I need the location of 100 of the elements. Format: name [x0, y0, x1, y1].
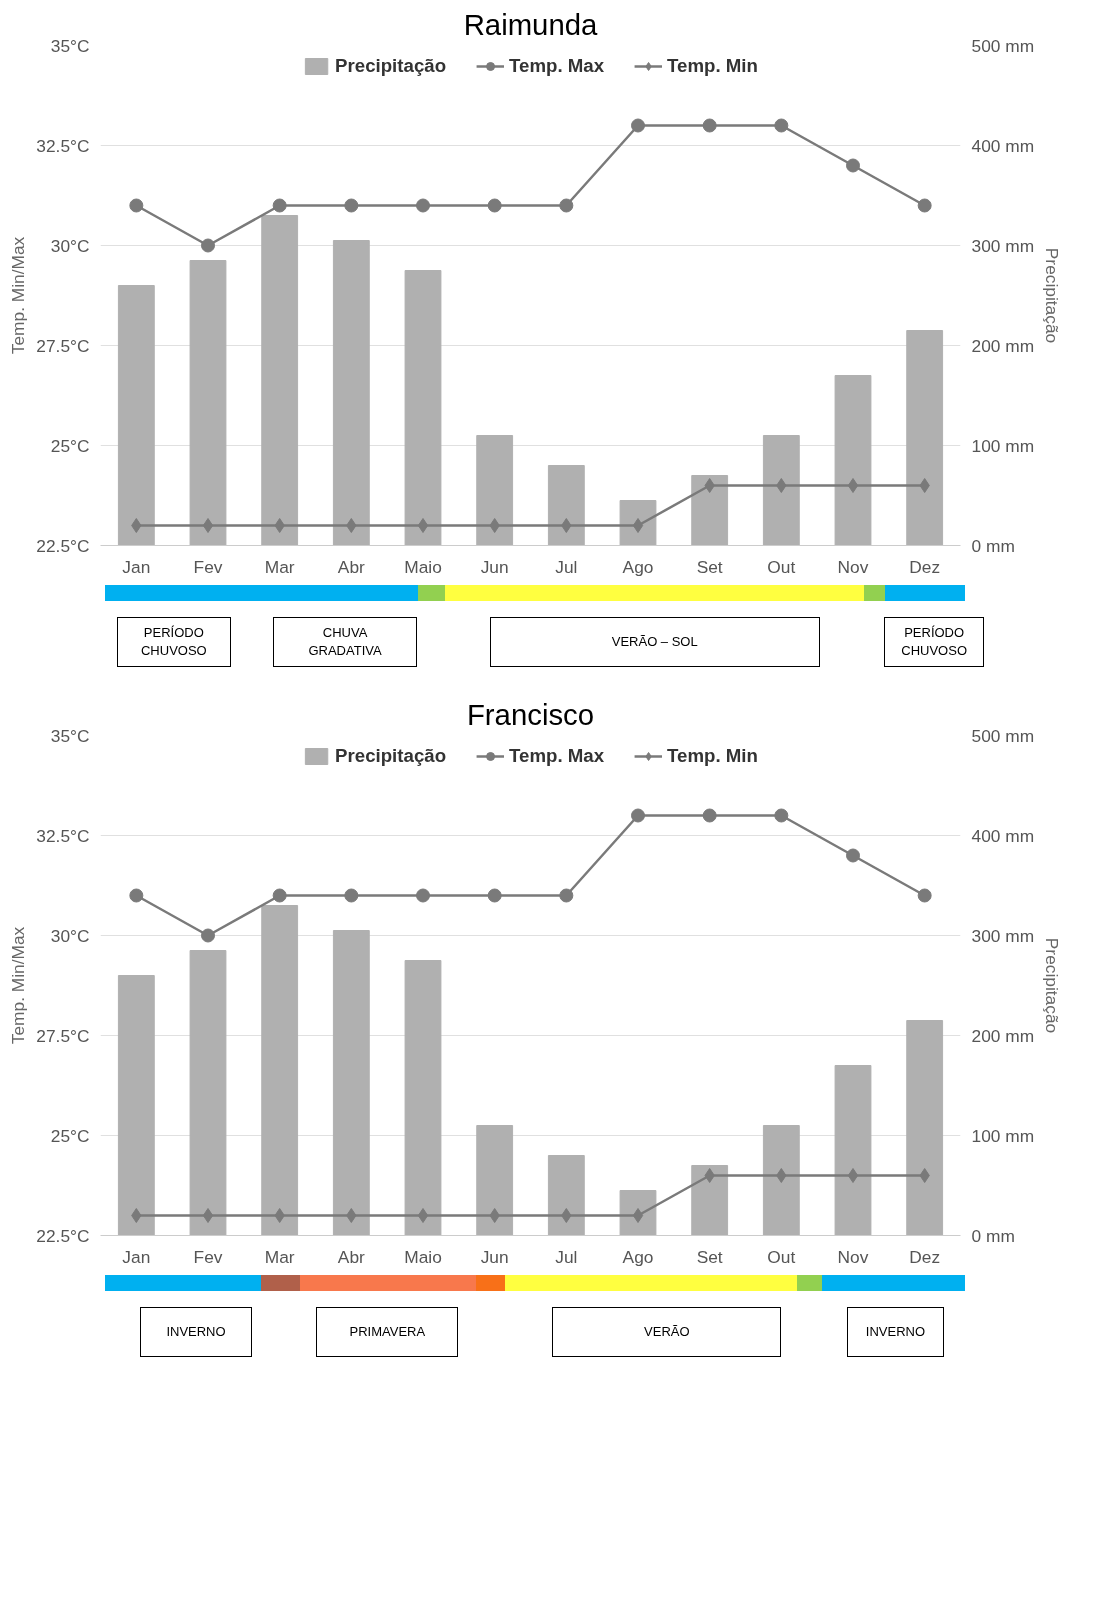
x-tick-label: Abr [337, 556, 366, 577]
y2-tick-label: 500 mm [971, 725, 1035, 746]
point [129, 198, 144, 213]
legend-label: Precipitação [335, 745, 447, 767]
y2-axis-title: Precipitação [1042, 937, 1063, 1034]
text: VERÃO – SOL [489, 617, 820, 667]
point [846, 848, 860, 863]
y2-tick-label: 0 mm [971, 1225, 1015, 1246]
point [201, 928, 215, 943]
bar [189, 950, 227, 1236]
point [417, 1208, 429, 1223]
y2-axis-title: Precipitação [1042, 247, 1063, 344]
point [631, 118, 645, 133]
point [416, 888, 430, 903]
point [561, 1208, 572, 1223]
y2-tick-label: 100 mm [971, 1125, 1035, 1146]
text: PERÍODO CHUVOSO [116, 617, 232, 667]
point [202, 518, 214, 533]
y2-tick-label: 0 mm [971, 535, 1015, 556]
x-tick-label: Out [767, 1246, 796, 1267]
point [272, 198, 287, 213]
legend-label: Temp. Max [509, 745, 605, 767]
bar [547, 1155, 585, 1236]
point [487, 888, 502, 903]
y2-tick-label: 200 mm [971, 1025, 1035, 1046]
y-tick-label: 30°C [50, 235, 90, 256]
x-tick-label: Abr [337, 1246, 366, 1267]
point [416, 198, 430, 213]
x-tick-label: Jul [555, 556, 578, 577]
bar [332, 240, 370, 546]
y2-tick-label: 100 mm [971, 435, 1035, 456]
x-tick-label: Jun [480, 556, 509, 577]
point [559, 888, 574, 903]
x-tick-label: Set [696, 1246, 723, 1267]
y-tick-label: 32.5°C [36, 135, 90, 156]
point [274, 1208, 285, 1223]
y-tick-label: 27.5°C [36, 1025, 90, 1046]
point [131, 1208, 142, 1223]
bar [547, 465, 585, 546]
text: CHUVA GRADATIVA [273, 617, 417, 667]
point [559, 198, 574, 213]
point [776, 478, 787, 493]
bar [404, 270, 442, 546]
x-tick-label: Out [767, 556, 796, 577]
point [847, 1168, 859, 1183]
x-tick-label: Fev [193, 556, 223, 577]
y-tick-label: 30°C [50, 925, 90, 946]
point [417, 518, 429, 533]
point [489, 518, 500, 533]
bar [261, 215, 299, 546]
bar [117, 975, 155, 1236]
y2-tick-label: 200 mm [971, 335, 1035, 356]
point [631, 808, 645, 823]
point [847, 478, 859, 493]
bar [834, 375, 872, 546]
y-tick-label: 32.5°C [36, 825, 90, 846]
point [919, 1168, 930, 1183]
point [846, 158, 860, 173]
point [346, 518, 357, 533]
point [344, 888, 359, 903]
point [272, 888, 287, 903]
legend-label: Temp. Max [509, 55, 605, 77]
y2-tick-label: 400 mm [971, 825, 1035, 846]
y2-tick-label: 300 mm [971, 235, 1035, 256]
bar [691, 475, 729, 546]
bar [691, 1165, 729, 1236]
text: INVERNO [140, 1307, 252, 1357]
y-tick-label: 22.5°C [36, 535, 90, 556]
point [774, 118, 789, 133]
x-tick-label: Ago [622, 556, 654, 577]
bar [261, 905, 299, 1236]
point [704, 1168, 715, 1183]
point [704, 478, 715, 493]
y-tick-label: 22.5°C [36, 1225, 90, 1246]
y2-tick-label: 400 mm [971, 135, 1035, 156]
text: VERÃO [552, 1307, 782, 1357]
y-axis-title: Temp. Min/Max [8, 926, 29, 1045]
y2-tick-label: 300 mm [971, 925, 1035, 946]
x-tick-label: Dez [909, 556, 941, 577]
x-tick-label: Jan [122, 556, 151, 577]
chart-title: Francisco [466, 697, 595, 731]
point [561, 518, 572, 533]
point [776, 1168, 787, 1183]
x-tick-label: Dez [909, 1246, 941, 1267]
point [346, 1208, 357, 1223]
point [489, 1208, 500, 1223]
y-tick-label: 27.5°C [36, 335, 90, 356]
x-tick-label: Mar [264, 1246, 295, 1267]
x-tick-label: Jan [122, 1246, 151, 1267]
point [702, 118, 717, 133]
bar [762, 1125, 800, 1236]
x-tick-label: Nov [837, 1246, 869, 1267]
point [129, 888, 144, 903]
text: PERÍODO CHUVOSO [884, 617, 985, 667]
point [487, 198, 502, 213]
y-tick-label: 25°C [50, 435, 90, 456]
text: PRIMAVERA [316, 1307, 459, 1357]
point [131, 518, 142, 533]
point [202, 1208, 214, 1223]
point [201, 238, 215, 253]
